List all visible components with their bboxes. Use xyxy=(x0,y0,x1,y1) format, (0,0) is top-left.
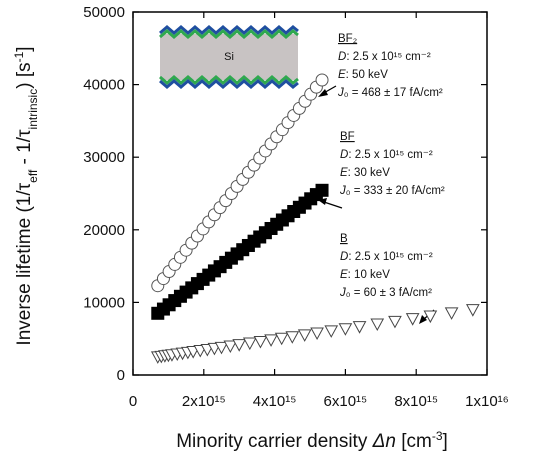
annotation-line: D: 2.5 x 10¹⁵ cm⁻² xyxy=(340,251,433,263)
x-tick-label: 4x10¹⁵ xyxy=(253,393,297,410)
annotation-part: : 2.5 x 10¹⁵ cm⁻² xyxy=(348,251,433,263)
marker-triangle xyxy=(232,339,247,352)
series xyxy=(151,73,329,293)
y-axis-label-part: eff xyxy=(26,169,40,183)
x-tick-label: 1x10¹⁶ xyxy=(465,393,509,410)
marker-triangle xyxy=(352,321,367,334)
series xyxy=(150,304,480,364)
annotation-line: J₀ = 333 ± 20 fA/cm² xyxy=(339,185,445,197)
marker-triangle xyxy=(324,325,339,338)
annotation-part: ₀ = 60 ± 3 fA/cm² xyxy=(346,287,432,299)
marker-triangle xyxy=(423,310,438,324)
marker-triangle xyxy=(223,340,238,354)
y-axis-label-part: - 1/τ xyxy=(14,129,35,170)
x-axis-label-part: -3 xyxy=(432,429,443,443)
y-axis-label-part: ] xyxy=(14,46,35,51)
inset-label: Si xyxy=(224,51,234,63)
annotation-part: : 2.5 x 10¹⁵ cm⁻² xyxy=(348,149,433,161)
annotation-line: E: 30 keV xyxy=(340,167,390,179)
annotation-line: D: 2.5 x 10¹⁵ cm⁻² xyxy=(338,51,431,63)
y-tick-label: 50000 xyxy=(83,4,125,21)
series xyxy=(151,183,329,320)
annotation-part: : 50 keV xyxy=(346,69,389,81)
annotation-part: : 30 keV xyxy=(348,167,391,179)
annotation-line: E: 50 keV xyxy=(338,69,388,81)
y-axis-label-part: intrinsic xyxy=(26,89,40,130)
annotation-line: J₀ = 468 ± 17 fA/cm² xyxy=(337,87,443,99)
annotation-part: J xyxy=(339,185,346,197)
marker-triangle xyxy=(465,304,480,317)
y-axis-label: Inverse lifetime (1/τeff - 1/τintrinsic)… xyxy=(12,46,40,345)
annotation-part: : 10 keV xyxy=(348,269,391,281)
annotation-part: E xyxy=(338,69,346,81)
marker-circle xyxy=(315,73,329,87)
y-tick-label: 40000 xyxy=(83,77,125,94)
marker-triangle xyxy=(338,323,353,336)
annotation-line: D: 2.5 x 10¹⁵ cm⁻² xyxy=(340,149,433,161)
annotation-line: E: 10 keV xyxy=(340,269,390,281)
annotation-part: : 2.5 x 10¹⁵ cm⁻² xyxy=(346,51,431,63)
x-tick-label: 2x10¹⁵ xyxy=(182,393,226,410)
y-tick-label: 0 xyxy=(117,367,125,384)
x-axis-label-part: Δn xyxy=(372,431,396,452)
y-axis-label-part: -1 xyxy=(12,51,26,62)
annotation-part: D xyxy=(340,149,348,161)
annotation-title: BF₂ xyxy=(338,33,357,45)
marker-triangle xyxy=(285,331,300,344)
inset-diagram: Si xyxy=(159,25,299,89)
annotation-line: J₀ = 60 ± 3 fA/cm² xyxy=(339,287,432,299)
x-axis-label-part: ] xyxy=(443,431,448,452)
annotation-part: J xyxy=(339,287,346,299)
annotation-title: B xyxy=(340,233,348,245)
y-tick-label: 10000 xyxy=(83,294,125,311)
x-axis-label: Minority carrier density Δn [cm-3] xyxy=(176,429,448,452)
annotation-part: E xyxy=(340,269,348,281)
x-axis-label-part: Minority carrier density xyxy=(176,431,372,452)
marker-triangle xyxy=(388,315,402,329)
y-tick-label: 20000 xyxy=(83,222,125,239)
marker-triangle xyxy=(444,307,459,320)
annotation-part: J xyxy=(337,87,344,99)
annotation-title: BF xyxy=(340,131,355,143)
marker-triangle xyxy=(264,334,278,347)
x-tick-label: 0 xyxy=(129,393,137,410)
marker-square xyxy=(315,183,329,197)
y-axis-label-part: ) [s xyxy=(14,62,35,88)
marker-triangle xyxy=(405,313,420,326)
annotation-part: D xyxy=(340,251,348,263)
plot-frame xyxy=(132,11,488,376)
x-axis-label-part: [cm xyxy=(396,431,432,452)
marker-triangle xyxy=(253,335,268,349)
y-tick-label: 30000 xyxy=(83,149,125,166)
annotation-part: D xyxy=(338,51,346,63)
marker-triangle xyxy=(242,337,257,351)
marker-triangle xyxy=(274,332,289,346)
y-axis-label-part: Inverse lifetime (1/τ xyxy=(14,182,35,345)
annotation-part: E xyxy=(340,167,348,179)
marker-triangle xyxy=(310,327,324,341)
arrows xyxy=(318,85,435,324)
marker-triangle xyxy=(370,318,385,332)
annotation-part: ₀ = 468 ± 17 fA/cm² xyxy=(344,87,443,99)
marker-triangle xyxy=(214,341,229,355)
x-tick-label: 8x10¹⁵ xyxy=(394,393,438,410)
annotation-part: ₀ = 333 ± 20 fA/cm² xyxy=(346,185,445,197)
x-tick-label: 6x10¹⁵ xyxy=(324,393,368,410)
marker-triangle xyxy=(297,329,312,342)
